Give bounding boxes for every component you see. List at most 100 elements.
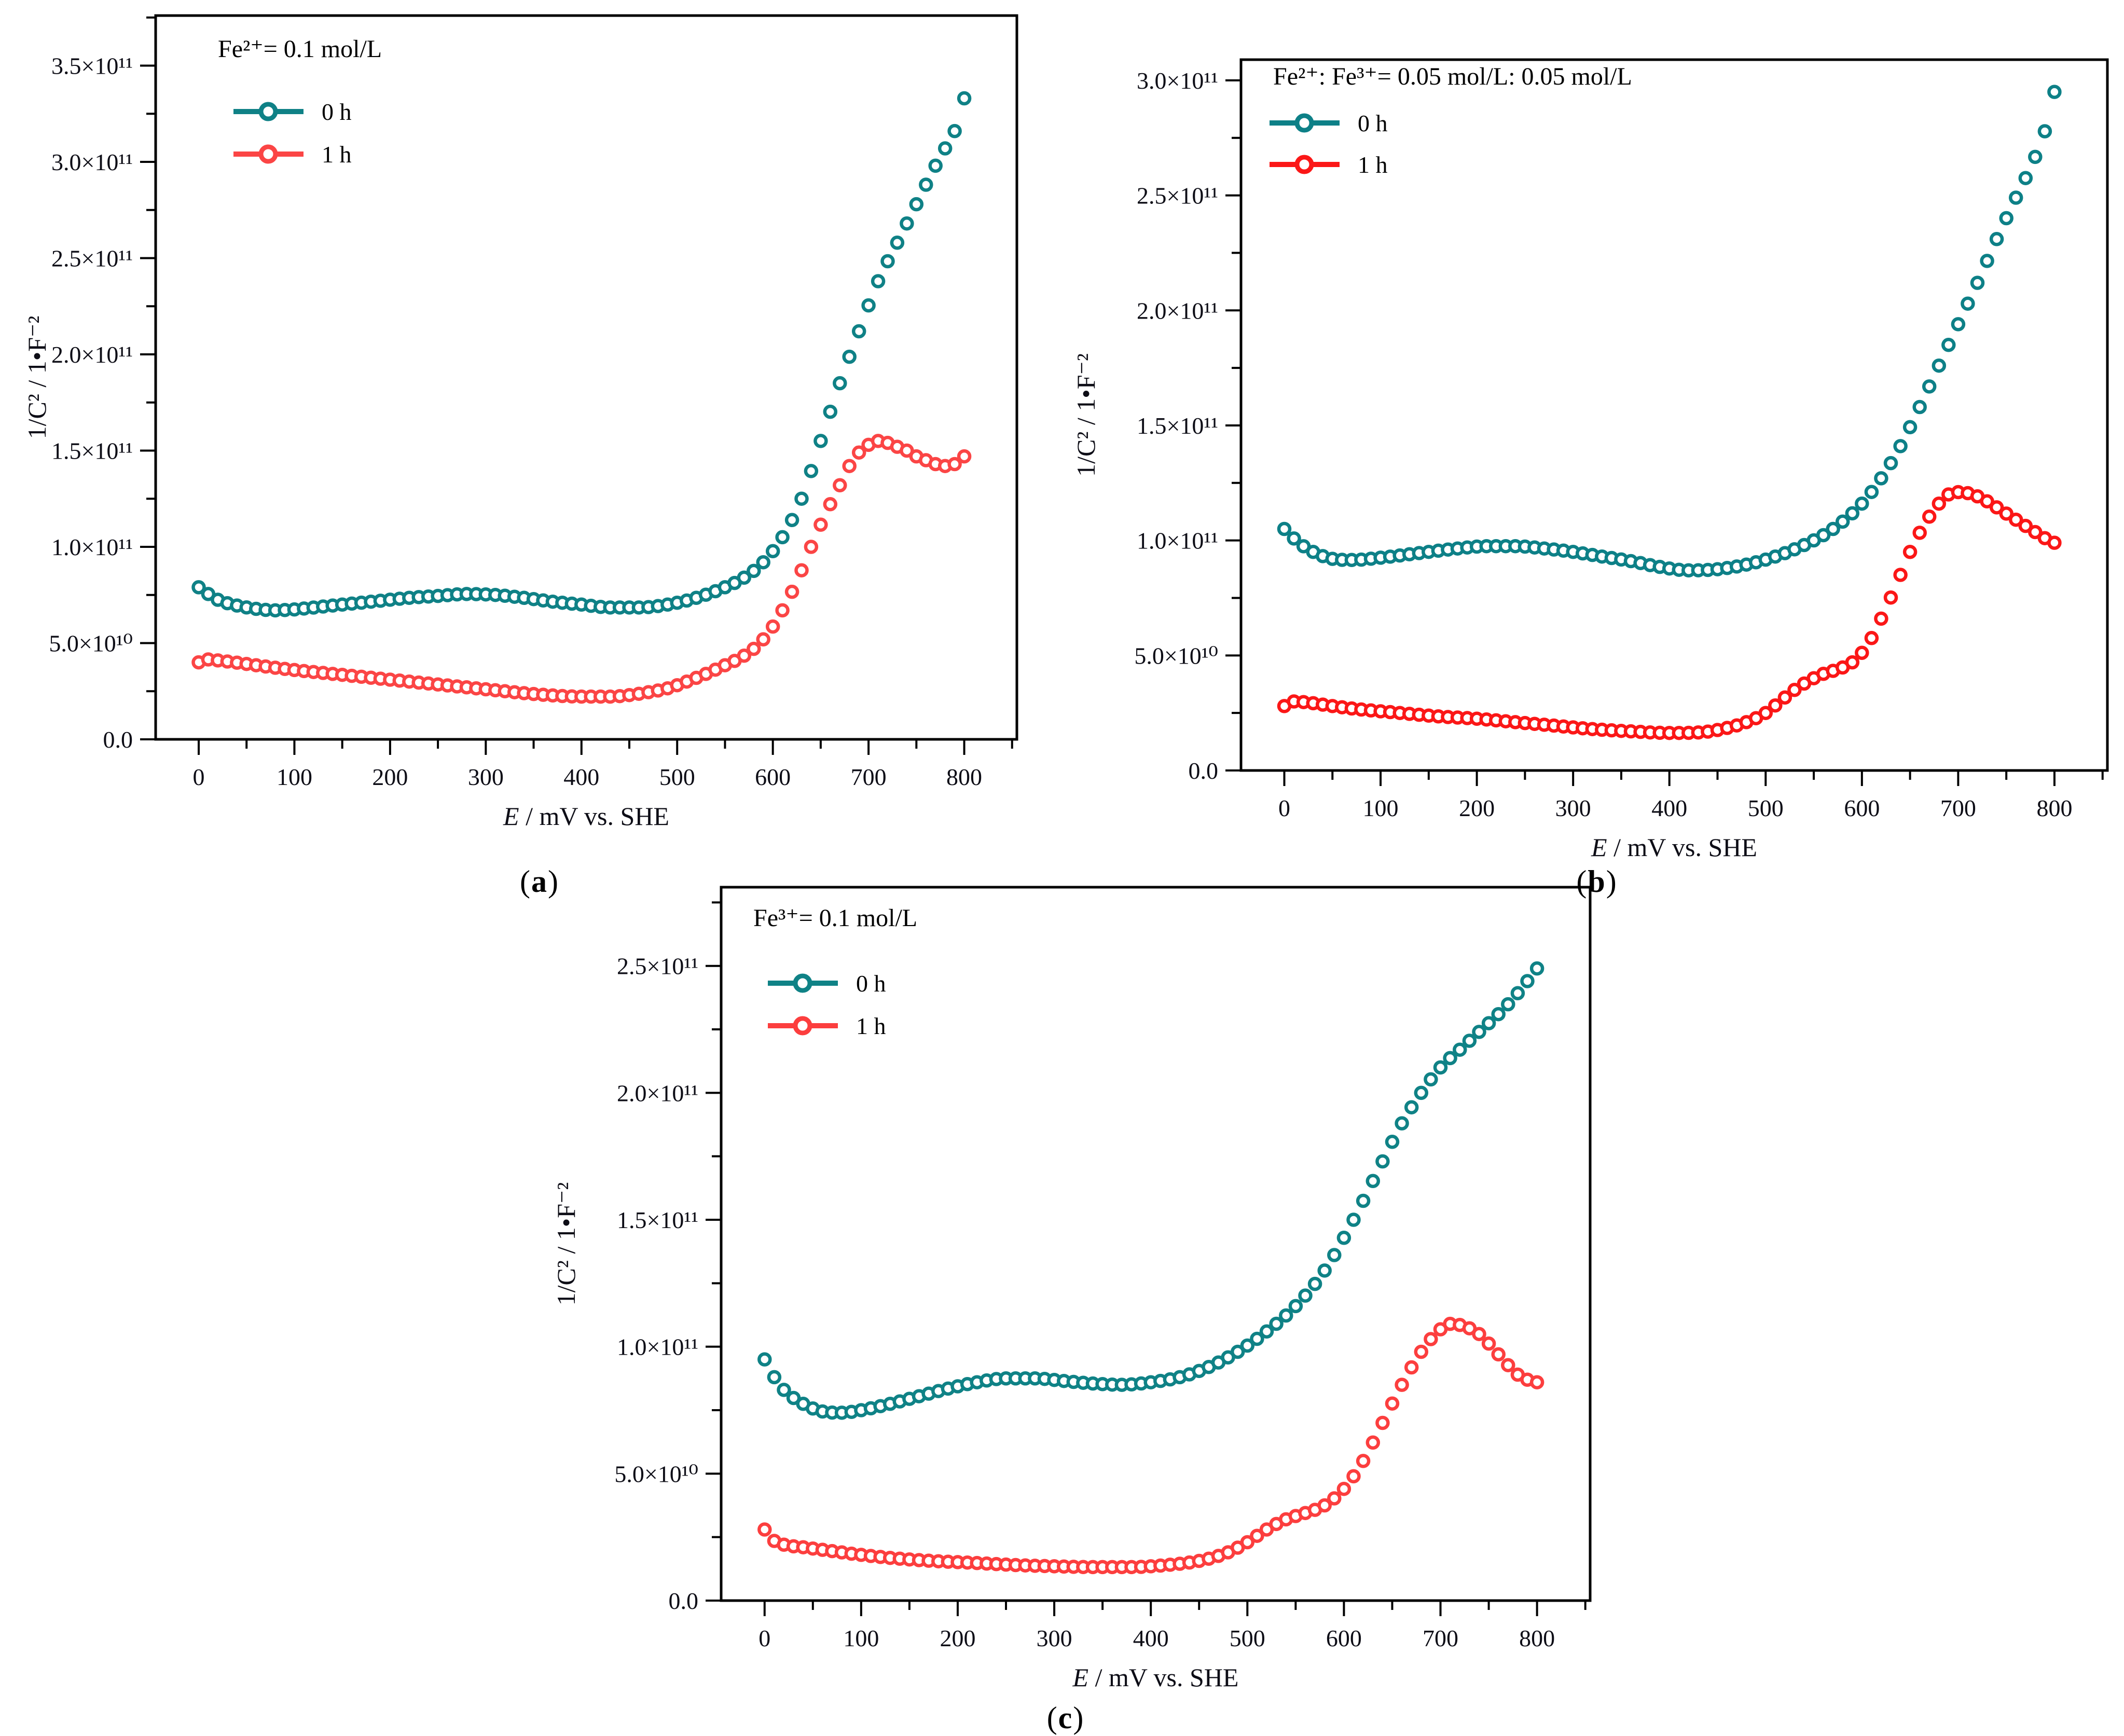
data-point-marker [1414, 1344, 1429, 1359]
data-point-marker [784, 584, 799, 599]
subplot-b-chart: 0 100 200 300 400 500 600 700 800 0.0 5.0×10¹⁰ 1.0×… [1071, 58, 2109, 862]
data-point-marker [842, 349, 857, 364]
data-point-marker [1462, 1034, 1477, 1048]
series-h0 [191, 91, 972, 618]
data-point-marker [813, 517, 828, 532]
series-h1 [1277, 485, 2062, 740]
x-tick-label: 200 [1459, 795, 1495, 821]
y-axis-title: 1/C² / 1•F⁻² [22, 316, 51, 439]
data-point-marker [1346, 1213, 1361, 1227]
y-tick-label: 0.0 [669, 1588, 699, 1614]
legend-label-h0: 0 h [856, 970, 886, 997]
data-point-marker [1816, 528, 1831, 543]
data-point-marker [900, 216, 914, 231]
data-point-marker [1491, 1347, 1506, 1362]
y-tick-label: 3.5×10¹¹ [51, 52, 133, 79]
data-point-marker [1443, 1051, 1457, 1066]
legend-label-h0: 0 h [322, 99, 352, 125]
data-point-marker [1510, 986, 1525, 1001]
x-tick-label: 100 [1363, 795, 1399, 821]
y-tick-labels: 0.0 5.0×10¹⁰ 1.0×10¹¹ 1.5×10¹¹ 2.0×10¹¹ 2.5×1… [1134, 67, 1218, 784]
data-point-marker [1912, 526, 1927, 540]
x-tick-label: 600 [1326, 1625, 1362, 1651]
data-point-marker [804, 540, 819, 554]
data-point-marker [1259, 1324, 1274, 1339]
data-point-marker [928, 158, 943, 173]
legend: 0 h 1 h [768, 970, 886, 1039]
data-point-marker [1980, 494, 1994, 509]
x-tick-label: 500 [1230, 1625, 1265, 1651]
legend-label-h1: 1 h [322, 141, 352, 168]
data-point-marker [1298, 1288, 1313, 1303]
y-tick-label: 1.0×10¹¹ [1137, 528, 1218, 554]
data-point-marker [1980, 254, 1994, 268]
data-point-marker [919, 177, 933, 192]
y-tick-label: 2.5×10¹¹ [1137, 183, 1218, 209]
x-tick-label: 200 [940, 1625, 975, 1651]
legend: 0 h 1 h [233, 99, 352, 168]
x-axis-title: E / mV vs. SHE [503, 802, 669, 831]
x-axis-title: E / mV vs. SHE [1591, 833, 1757, 862]
data-point-marker [833, 376, 847, 391]
data-point-marker [1529, 1375, 1544, 1389]
data-point-marker [1864, 631, 1879, 645]
x-tick-label: 500 [1748, 795, 1784, 821]
legend-marker-h1 [1294, 155, 1314, 174]
data-point-marker [1893, 568, 1908, 582]
data-point-marker [880, 254, 895, 269]
data-point-marker [1240, 1535, 1255, 1550]
data-point-marker [1269, 1316, 1284, 1331]
subplot-c-chart: 0 100 200 300 400 500 600 700 800 0.0 5.0×10¹⁰ 1.0×… [551, 886, 1592, 1692]
data-point-marker [1520, 974, 1535, 988]
data-point-marker [1501, 1358, 1515, 1372]
data-point-marker [2047, 535, 2062, 550]
data-point-marker [2008, 190, 2023, 205]
subplot-b: 0 100 200 300 400 500 600 700 800 0.0 5.0×10¹⁰ 1.0×… [1070, 5, 2124, 899]
data-point-marker [1777, 690, 1792, 705]
legend-label-h0: 0 h [1358, 110, 1388, 136]
axes-frame [154, 14, 1018, 741]
data-point-marker [823, 404, 838, 419]
y-tick-label: 1.0×10¹¹ [617, 1334, 698, 1360]
data-point-marker [767, 1370, 782, 1385]
condition-annotation: Fe³⁺= 0.1 mol/L [753, 904, 917, 932]
data-point-marker [2047, 85, 2062, 99]
series-h0 [757, 961, 1544, 1420]
data-point-marker [2018, 518, 2033, 533]
data-point-marker [1481, 1336, 1496, 1351]
x-tick-label: 800 [1519, 1625, 1555, 1651]
data-point-marker [747, 563, 761, 578]
legend-marker-h0 [1294, 113, 1314, 133]
data-point-marker [1336, 1481, 1351, 1496]
data-point-marker [1472, 1327, 1486, 1341]
x-tick-label: 0 [758, 1625, 770, 1651]
legend-label-h1: 1 h [856, 1013, 886, 1039]
data-point-marker [1317, 1263, 1332, 1278]
legend-marker-h0 [258, 102, 278, 121]
data-point-marker [947, 123, 962, 139]
data-point-marker [1288, 1299, 1303, 1314]
data-point-marker [1874, 471, 1888, 486]
x-tick-label: 400 [1651, 795, 1687, 821]
data-point-marker [1230, 1344, 1245, 1359]
data-point-marker [786, 1390, 801, 1406]
condition-annotation: Fe²⁺= 0.1 mol/L [218, 35, 382, 63]
data-point-marker [833, 478, 847, 493]
x-axis-title: E / mV vs. SHE [1072, 1663, 1239, 1692]
x-tick-label: 700 [851, 764, 887, 790]
series-h0 [1277, 85, 2062, 578]
y-tick-labels: 0.0 5.0×10¹⁰ 1.0×10¹¹ 1.5×10¹¹ 2.0×10¹¹ 2.5×1… [614, 953, 698, 1614]
data-point-marker [1424, 1072, 1438, 1087]
data-point-marker [784, 513, 799, 528]
axis-ticks [140, 16, 1013, 755]
data-point-marker [737, 649, 752, 663]
data-point-marker [947, 457, 962, 472]
legend-marker-h0 [793, 973, 812, 993]
x-tick-label: 700 [1423, 1625, 1458, 1651]
subplot-a-caption-letter: a [531, 864, 548, 899]
data-point-marker [2037, 124, 2052, 139]
data-point-marker [1433, 1060, 1448, 1075]
data-point-marker [1835, 514, 1850, 529]
data-point-marker [1366, 1174, 1381, 1189]
y-tick-label: 2.0×10¹¹ [1137, 297, 1218, 324]
